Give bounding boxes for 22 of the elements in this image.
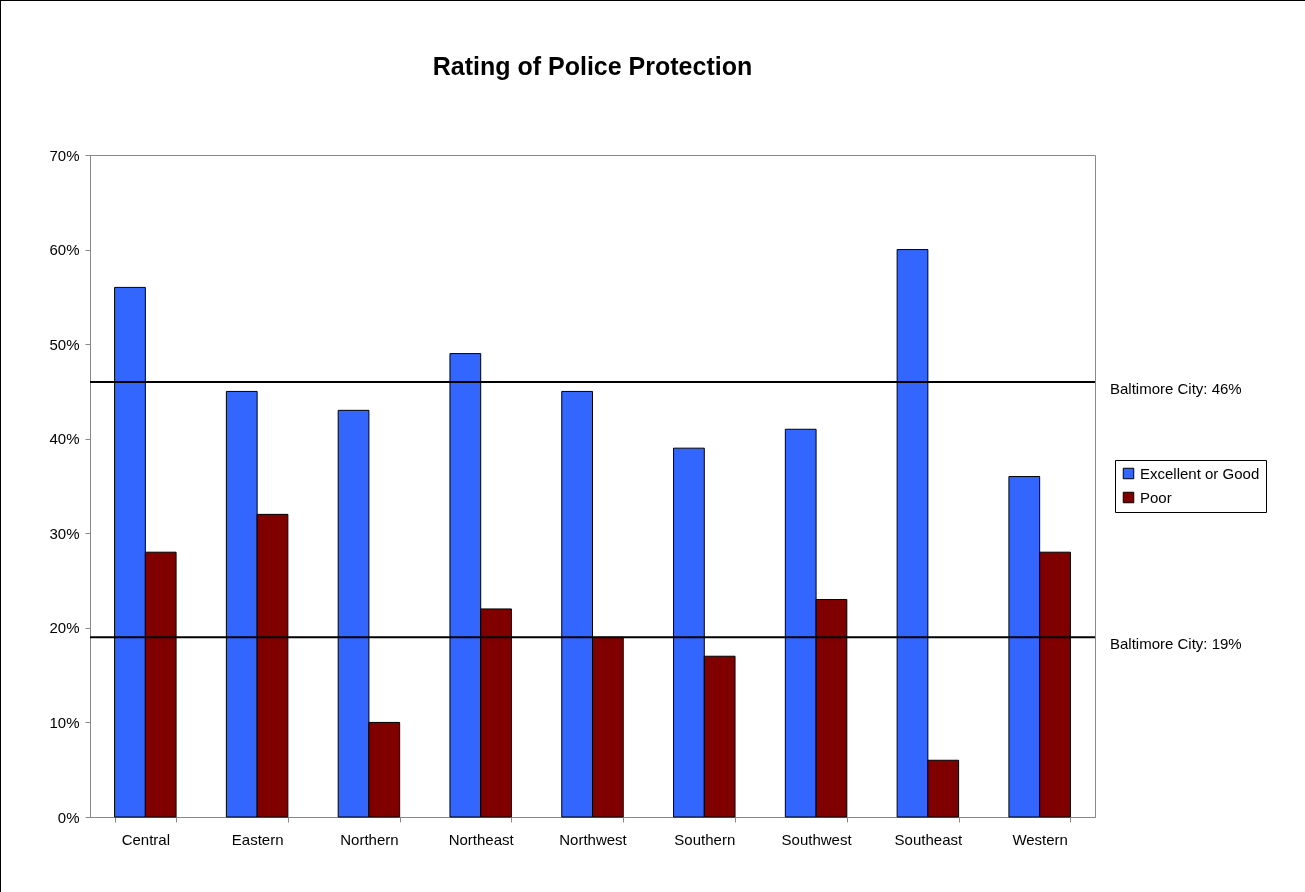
x-tick-label: Northwest <box>559 830 628 848</box>
x-tick-label: Central <box>121 830 171 848</box>
y-tick-label: 50% <box>49 335 80 353</box>
legend-label: Poor <box>1140 488 1172 506</box>
y-tick-label: 70% <box>49 146 80 164</box>
legend-label: Excellent or Good <box>1140 464 1260 482</box>
y-tick-label: 60% <box>49 241 80 259</box>
y-tick-label: 30% <box>49 524 80 542</box>
x-tick-label: Southern <box>674 830 736 848</box>
x-tick-label: Western <box>1012 830 1068 848</box>
ref-line-label: Baltimore City: 19% <box>1110 635 1242 653</box>
chart-title: Rating of Police Protection <box>432 52 753 80</box>
y-tick-label: 40% <box>49 430 80 448</box>
x-tick-label: Northeast <box>448 830 515 848</box>
y-tick-label: 10% <box>49 713 80 731</box>
y-tick-label: 20% <box>49 619 80 637</box>
x-tick-label: Southeast <box>894 830 963 848</box>
y-tick-label: 0% <box>57 808 80 826</box>
ref-line-label: Baltimore City: 46% <box>1110 379 1242 397</box>
x-tick-label: Eastern <box>231 830 284 848</box>
x-tick-label: Northern <box>340 830 399 848</box>
x-tick-label: Southwest <box>781 830 853 848</box>
